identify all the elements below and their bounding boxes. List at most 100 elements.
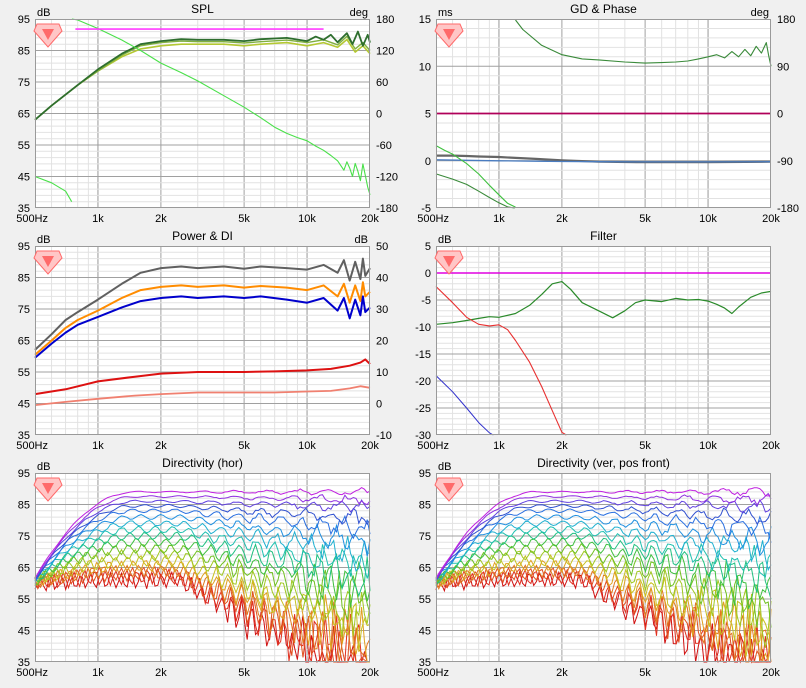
directivity-curve bbox=[435, 520, 772, 578]
x-tick-label: 2k bbox=[556, 213, 568, 225]
x-tick-label: 1k bbox=[493, 440, 505, 452]
x-tick-label: 2k bbox=[155, 667, 167, 679]
x-tick-label: 5k bbox=[639, 667, 651, 679]
series-line bbox=[435, 145, 516, 208]
y2-tick-label: 10 bbox=[376, 367, 388, 379]
y-tick-label: 65 bbox=[18, 563, 30, 575]
x-tick-label: 1k bbox=[493, 213, 505, 225]
y-tick-label: 85 bbox=[18, 273, 30, 285]
x-tick-label: 10k bbox=[298, 213, 316, 225]
x-tick-label: 5k bbox=[238, 440, 250, 452]
y-tick-label: 45 bbox=[18, 626, 30, 638]
y-tick-label: -25 bbox=[415, 403, 431, 415]
left-unit-label: dB bbox=[438, 461, 451, 473]
x-tick-label: 1k bbox=[493, 667, 505, 679]
x-tick-label: 20k bbox=[762, 667, 780, 679]
directivity-curve bbox=[34, 565, 370, 663]
x-tick-label: 20k bbox=[361, 213, 379, 225]
x-tick-label: 2k bbox=[556, 440, 568, 452]
y-tick-label: 55 bbox=[419, 594, 431, 606]
chart-gd: GD & Phase ms deg 15 10 5 0 -5 180 90 0 -90 -180 500H… bbox=[417, 2, 799, 225]
y-tick-label: 75 bbox=[18, 77, 30, 89]
x-tick-label: 20k bbox=[361, 440, 379, 452]
directivity-curve bbox=[34, 559, 370, 663]
y-tick-label: 5 bbox=[425, 109, 431, 121]
x-tick-label: 20k bbox=[361, 667, 379, 679]
directivity-curve bbox=[34, 513, 371, 583]
x-tick-label: 5k bbox=[238, 213, 250, 225]
directivity-curve bbox=[34, 494, 371, 579]
y-tick-label: 75 bbox=[419, 531, 431, 543]
series-line bbox=[435, 375, 494, 436]
chart-title: Directivity (hor) bbox=[162, 456, 243, 470]
y-tick-label: 0 bbox=[425, 156, 431, 168]
y-tick-label: 65 bbox=[18, 336, 30, 348]
directivity-curve bbox=[435, 487, 772, 579]
watermark-logo-inner bbox=[443, 29, 455, 40]
series-line bbox=[34, 385, 371, 406]
directivity-curve bbox=[435, 542, 772, 628]
directivity-curve bbox=[435, 503, 772, 581]
y2-tick-label: -120 bbox=[376, 172, 398, 184]
x-tick-label: 10k bbox=[298, 667, 316, 679]
x-tick-label: 1k bbox=[92, 667, 104, 679]
series-line bbox=[34, 281, 371, 356]
x-tick-label: 500Hz bbox=[417, 213, 449, 225]
directivity-curve bbox=[34, 499, 371, 579]
y2-tick-label: 50 bbox=[376, 241, 388, 253]
chart-spl: SPL dB deg 95 85 75 65 55 45 35 180 120 60 0 -60 -120 -1… bbox=[16, 2, 398, 225]
y2-tick-label: 20 bbox=[376, 336, 388, 348]
y-tick-label: 95 bbox=[419, 468, 431, 480]
x-tick-label: 20k bbox=[762, 440, 780, 452]
y-tick-label: 95 bbox=[18, 468, 30, 480]
y2-tick-label: 30 bbox=[376, 304, 388, 316]
x-tick-label: 2k bbox=[155, 213, 167, 225]
y2-tick-label: 0 bbox=[376, 399, 382, 411]
chart-title: SPL bbox=[191, 2, 214, 16]
x-tick-label: 10k bbox=[298, 440, 316, 452]
series-line bbox=[435, 281, 772, 325]
directivity-curve bbox=[435, 525, 772, 580]
x-tick-label: 2k bbox=[155, 440, 167, 452]
directivity-curve bbox=[34, 566, 370, 663]
y-tick-label: 75 bbox=[18, 304, 30, 316]
y2-tick-label: -180 bbox=[376, 203, 398, 215]
y2-tick-label: 40 bbox=[376, 273, 388, 285]
x-tick-label: 1k bbox=[92, 440, 104, 452]
plot-frame bbox=[35, 473, 370, 662]
x-tick-label: 20k bbox=[762, 213, 780, 225]
y-tick-label: -10 bbox=[415, 322, 431, 334]
y-tick-label: 45 bbox=[18, 399, 30, 411]
y2-tick-label: 120 bbox=[376, 46, 394, 58]
y-tick-label: 85 bbox=[18, 46, 30, 58]
series-line bbox=[34, 18, 371, 202]
y-tick-label: 75 bbox=[18, 531, 30, 543]
y2-tick-label: 90 bbox=[777, 61, 789, 73]
plot-frame bbox=[35, 246, 370, 435]
directivity-curve bbox=[34, 503, 371, 580]
directivity-curve bbox=[34, 525, 371, 579]
y2-tick-label: -180 bbox=[777, 203, 799, 215]
directivity-curve bbox=[34, 486, 371, 580]
left-unit-label: dB bbox=[438, 234, 451, 246]
x-tick-label: 5k bbox=[639, 440, 651, 452]
y-tick-label: 95 bbox=[18, 241, 30, 253]
chart-title: Filter bbox=[590, 229, 617, 243]
y-tick-label: 85 bbox=[18, 500, 30, 512]
chart-dirv: Directivity (ver, pos front) dB 95 85 75 65 55… bbox=[417, 456, 780, 679]
x-tick-label: 5k bbox=[639, 213, 651, 225]
plot-frame bbox=[436, 19, 771, 208]
chart-title: GD & Phase bbox=[570, 2, 637, 16]
directivity-curve bbox=[34, 508, 371, 582]
series-line bbox=[34, 30, 371, 121]
directivity-curve bbox=[34, 519, 371, 582]
directivity-curve bbox=[34, 563, 371, 663]
directivity-curve bbox=[435, 498, 772, 580]
y-tick-label: 95 bbox=[18, 14, 30, 26]
y-tick-label: 5 bbox=[425, 241, 431, 253]
series-line bbox=[34, 257, 371, 351]
y2-tick-label: 0 bbox=[376, 109, 382, 121]
directivity-curve bbox=[435, 549, 772, 648]
